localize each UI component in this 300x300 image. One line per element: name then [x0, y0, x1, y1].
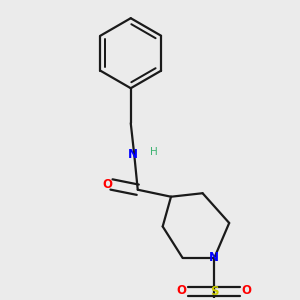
Text: S: S: [210, 285, 218, 298]
Text: O: O: [102, 178, 112, 191]
Text: O: O: [177, 284, 187, 297]
Text: H: H: [150, 147, 158, 157]
Text: N: N: [128, 148, 137, 161]
Text: N: N: [209, 251, 219, 265]
Text: O: O: [242, 284, 252, 297]
